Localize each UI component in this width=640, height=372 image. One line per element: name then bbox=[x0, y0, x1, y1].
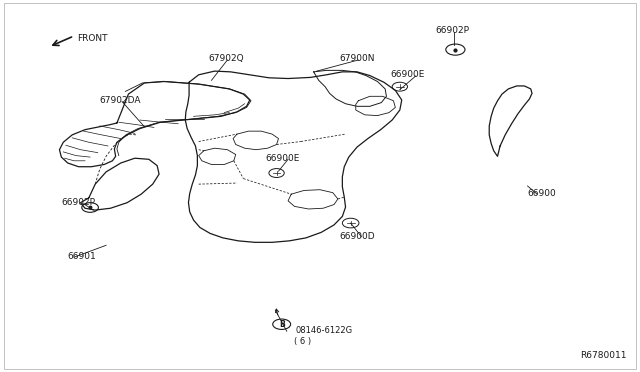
Text: 67902Q: 67902Q bbox=[208, 54, 244, 62]
Text: ( 6 ): ( 6 ) bbox=[294, 337, 312, 346]
Text: 67900N: 67900N bbox=[339, 54, 374, 62]
Text: 67902DA: 67902DA bbox=[100, 96, 141, 105]
Text: 66900: 66900 bbox=[527, 189, 556, 198]
Text: 66900E: 66900E bbox=[390, 70, 424, 79]
Text: B: B bbox=[279, 320, 285, 329]
Text: 66902P: 66902P bbox=[435, 26, 469, 35]
Text: FRONT: FRONT bbox=[77, 34, 108, 43]
Text: 08146-6122G: 08146-6122G bbox=[296, 326, 353, 335]
Text: 66900D: 66900D bbox=[339, 231, 375, 241]
Text: R6780011: R6780011 bbox=[580, 351, 627, 360]
Text: 66901: 66901 bbox=[68, 252, 97, 261]
Text: 66900E: 66900E bbox=[266, 154, 300, 163]
Text: 66902P: 66902P bbox=[61, 198, 95, 207]
